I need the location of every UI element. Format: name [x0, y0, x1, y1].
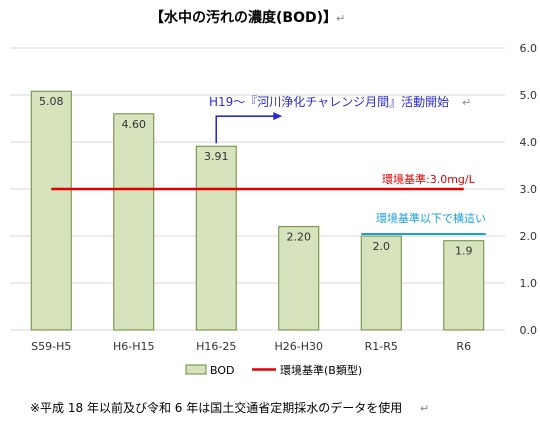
- legend-swatch-bod: [185, 364, 207, 375]
- footnote: ※平成 18 年以前及び令和 6 年は国土交通省定期採水のデータを使用: [30, 400, 402, 415]
- y-tick-label: 3.0: [520, 183, 538, 196]
- legend: BOD 環境基準(B類型): [185, 363, 362, 377]
- chart-title: 【水中の汚れの濃度(BOD)】: [150, 9, 337, 26]
- standard-annotation: 環境基準:3.0mg/L: [382, 172, 476, 186]
- challenge-arrowhead: [273, 112, 283, 121]
- bar: [195, 145, 237, 331]
- y-tick-label: 5.0: [520, 89, 538, 102]
- bar-value-label: 5.08: [39, 95, 64, 108]
- edit-mark-icon: ↵: [336, 12, 345, 25]
- y-tick-label: 1.0: [520, 277, 538, 290]
- challenge-arrow: [215, 115, 275, 144]
- x-tick-label: H26-H30: [274, 340, 323, 353]
- x-tick-label: H6-H15: [113, 340, 155, 353]
- y-axis-ticks: 0.0 1.0 2.0 3.0 4.0 5.0 6.0: [520, 42, 538, 337]
- y-tick-label: 0.0: [520, 324, 538, 337]
- bar-value-label: 1.9: [455, 245, 473, 258]
- bar: [443, 240, 485, 331]
- x-tick-label: R6: [456, 340, 471, 353]
- legend-label-standard: 環境基準(B類型): [280, 363, 362, 377]
- bar: [113, 113, 155, 331]
- edit-mark-icon: ↵: [420, 402, 429, 415]
- bar-value-label: 4.60: [122, 118, 147, 131]
- bars: 5.08 4.60 3.91 2.20 2.0 1.9: [30, 90, 485, 331]
- bar-value-label: 2.0: [373, 240, 391, 253]
- y-tick-label: 4.0: [520, 136, 538, 149]
- challenge-annotation: H19～『河川浄化チャレンジ月間』活動開始: [209, 95, 449, 109]
- x-tick-label: S59-H5: [31, 340, 71, 353]
- below-standard-annotation: 環境基準以下で横這い: [376, 211, 486, 225]
- x-tick-label: R1-R5: [365, 340, 398, 353]
- bar: [30, 90, 72, 331]
- legend-label-bod: BOD: [210, 364, 234, 377]
- y-tick-label: 2.0: [520, 230, 538, 243]
- edit-mark-icon: ↵: [462, 96, 471, 109]
- y-tick-label: 6.0: [520, 42, 538, 55]
- bar-value-label: 3.91: [204, 150, 229, 163]
- bar: [278, 226, 320, 331]
- x-axis-ticks: S59-H5 H6-H15 H16-25 H26-H30 R1-R5 R6: [31, 340, 471, 353]
- x-tick-label: H16-25: [196, 340, 236, 353]
- bar-value-label: 2.20: [287, 231, 312, 244]
- bar: [360, 235, 402, 331]
